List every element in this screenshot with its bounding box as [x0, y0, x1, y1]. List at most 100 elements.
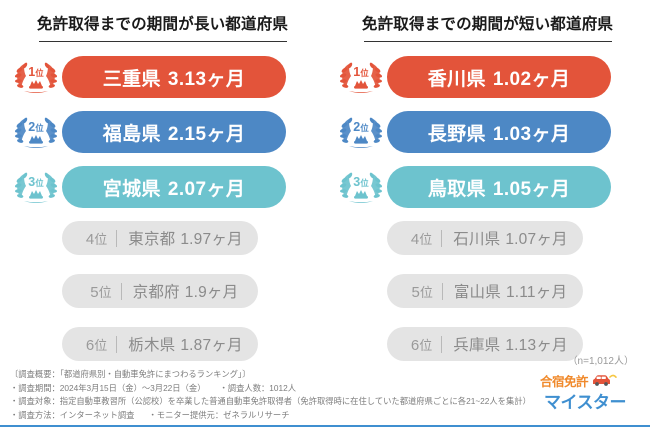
laurel-medal-icon: 2位 [335, 111, 387, 153]
prefecture-name: 栃木県 [128, 337, 176, 354]
laurel-medal-icon: 3位 [335, 166, 387, 208]
medal-rank-number: 2位 [353, 120, 369, 134]
column-title-left: 免許取得までの期間が長い都道府県 [36, 16, 289, 33]
rank-pill[interactable]: 宮城県 2.07ヶ月 [62, 166, 286, 208]
survey-method: ・調査方法：インターネット調査 [10, 409, 135, 420]
duration-value: 1.11ヶ月 [505, 284, 568, 301]
rank-pill-minor[interactable]: 4位 東京都 1.97ヶ月 [62, 221, 258, 255]
footer-line-1: 〔調査概要：「都道府県別・自動車免許にまつわるランキング」〕 [10, 369, 251, 380]
rank-pill-minor[interactable]: 5位 京都府 1.9ヶ月 [62, 274, 258, 308]
rank-list-right: 1位 香川県 1.02ヶ月 [325, 56, 650, 361]
prefecture-name: 長野県 [427, 123, 486, 145]
rank-divider [116, 335, 118, 353]
logo-bottom-text: マイスター [544, 393, 627, 412]
footer-line-3: ・調査対象：指定自動車教習所（公認校）を卒業した普通自動車免許取得者（免許取得時… [10, 396, 531, 407]
prefecture-name: 宮城県 [102, 178, 161, 200]
duration-value: 3.13ヶ月 [167, 68, 246, 90]
title-underline-right [363, 41, 612, 42]
rank-row: 3位 鳥取県 1.05ヶ月 [325, 166, 650, 208]
rank-divider [441, 282, 443, 300]
rank-body: 栃木県 1.87ヶ月 [117, 333, 242, 355]
rank-body: 東京都 1.97ヶ月 [117, 227, 242, 249]
rank-label: 4位 [85, 230, 108, 248]
survey-period: ・調査期間：2024年3月15日（金）～3月22日（金） [10, 382, 206, 393]
rank-body: 富山県 1.11ヶ月 [443, 280, 567, 302]
rank-divider [441, 229, 443, 247]
duration-value: 2.15ヶ月 [167, 123, 246, 145]
rank-row: 2位 福島県 2.15ヶ月 [0, 111, 325, 153]
prefecture-name: 鳥取県 [427, 178, 486, 200]
car-icon [591, 373, 617, 392]
footer-line-4: ・調査方法：インターネット調査 ・モニター提供元：ゼネラルリサーチ [10, 409, 640, 422]
sample-size-note: （n=1,012人） [567, 356, 634, 367]
monitor-provider: ・モニター提供元：ゼネラルリサーチ [148, 409, 290, 420]
rank-pill-minor[interactable]: 6位 栃木県 1.87ヶ月 [62, 327, 258, 361]
duration-value: 1.13ヶ月 [505, 337, 568, 354]
rank-list-left: 1位 三重県 3.13ヶ月 [0, 56, 325, 361]
rank-pill[interactable]: 三重県 3.13ヶ月 [62, 56, 286, 98]
rank-pill[interactable]: 長野県 1.03ヶ月 [387, 111, 611, 153]
prefecture-name: 福島県 [102, 123, 161, 145]
rank-label: 6位 [85, 336, 108, 354]
ranking-columns: 免許取得までの期間が長い都道府県 [0, 12, 650, 380]
rank-row: 1位 香川県 1.02ヶ月 [325, 56, 650, 98]
title-underline-left [38, 41, 287, 42]
footer-line-2: ・調査期間：2024年3月15日（金）～3月22日（金） ・調査人数：1012人 [10, 382, 640, 395]
rank-pill[interactable]: 鳥取県 1.05ヶ月 [387, 166, 611, 208]
column-shortest-duration: 免許取得までの期間が短い都道府県 [325, 12, 650, 380]
duration-value: 1.02ヶ月 [492, 68, 571, 90]
rank-row: 4位 石川県 1.07ヶ月 [325, 221, 650, 255]
rank-pill-minor[interactable]: 5位 富山県 1.11ヶ月 [387, 274, 583, 308]
rank-label: 5位 [90, 283, 112, 301]
rank-row: 2位 長野県 1.03ヶ月 [325, 111, 650, 153]
medal-rank-number: 3位 [353, 175, 369, 189]
medal-rank-number: 1位 [28, 65, 44, 79]
prefecture-name: 香川県 [427, 68, 486, 90]
prefecture-name: 石川県 [453, 231, 501, 248]
prefecture-name: 東京都 [128, 231, 176, 248]
column-title-right: 免許取得までの期間が短い都道府県 [361, 16, 614, 33]
logo-top-row: 合宿免許 [540, 373, 644, 392]
rank-label: 6位 [410, 336, 433, 354]
prefecture-name: 富山県 [453, 284, 501, 301]
rank-label: 5位 [411, 283, 433, 301]
rank-pill-minor[interactable]: 4位 石川県 1.07ヶ月 [387, 221, 583, 255]
rank-pill[interactable]: 香川県 1.02ヶ月 [387, 56, 611, 98]
rank-row: 4位 東京都 1.97ヶ月 [0, 221, 325, 255]
column-longest-duration: 免許取得までの期間が長い都道府県 [0, 12, 325, 380]
duration-value: 1.07ヶ月 [505, 231, 568, 248]
rank-row: 5位 富山県 1.11ヶ月 [325, 274, 650, 308]
column-title-wrap-right: 免許取得までの期間が短い都道府県 [325, 12, 650, 42]
rank-divider [441, 335, 443, 353]
prefecture-name: 京都府 [132, 284, 180, 301]
rank-body: 石川県 1.07ヶ月 [442, 227, 567, 249]
brand-logo[interactable]: 合宿免許 マイスター [540, 373, 644, 415]
rank-pill[interactable]: 福島県 2.15ヶ月 [62, 111, 286, 153]
medal-rank-number: 2位 [28, 120, 44, 134]
laurel-medal-icon: 1位 [335, 56, 387, 98]
duration-value: 1.05ヶ月 [492, 178, 571, 200]
rank-row: 5位 京都府 1.9ヶ月 [0, 274, 325, 308]
medal-rank-number: 3位 [28, 175, 44, 189]
survey-count: ・調査人数：1012人 [219, 382, 297, 393]
rank-divider [116, 229, 118, 247]
duration-value: 1.03ヶ月 [492, 123, 571, 145]
footer: 〔調査概要：「都道府県別・自動車免許にまつわるランキング」〕 ・調査期間：202… [0, 368, 650, 433]
footer-accent-rule [0, 425, 650, 427]
rank-body: 兵庫県 1.13ヶ月 [442, 333, 567, 355]
rank-row: 6位 栃木県 1.87ヶ月 [0, 327, 325, 361]
rank-label: 4位 [410, 230, 433, 248]
laurel-medal-icon: 2位 [10, 111, 62, 153]
rank-divider [120, 282, 122, 300]
duration-value: 1.9ヶ月 [184, 284, 239, 301]
prefecture-name: 兵庫県 [453, 337, 501, 354]
duration-value: 1.97ヶ月 [180, 231, 243, 248]
rank-body: 京都府 1.9ヶ月 [122, 280, 239, 302]
laurel-medal-icon: 1位 [10, 56, 62, 98]
rank-pill-minor[interactable]: 6位 兵庫県 1.13ヶ月 [387, 327, 583, 361]
laurel-medal-icon: 3位 [10, 166, 62, 208]
medal-rank-number: 1位 [353, 65, 369, 79]
prefecture-name: 三重県 [102, 68, 161, 90]
column-title-wrap-left: 免許取得までの期間が長い都道府県 [0, 12, 325, 42]
